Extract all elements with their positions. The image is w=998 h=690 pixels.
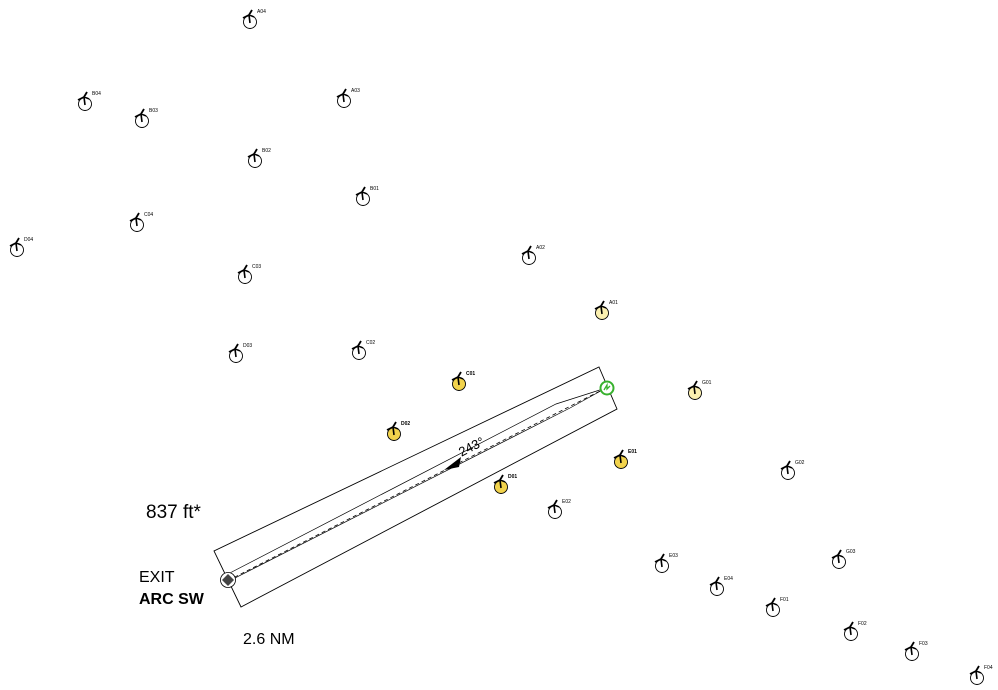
turbine-f01[interactable]: F01	[765, 597, 789, 617]
turbine-id-label: A02	[536, 245, 545, 251]
turbine-blades-icon	[654, 553, 667, 568]
turbine-blades-icon	[451, 371, 464, 386]
turbine-blades-icon	[336, 88, 349, 103]
turbine-id-label: C04	[144, 212, 153, 218]
turbine-id-label: F02	[858, 621, 867, 627]
track-centerline	[228, 387, 607, 581]
turbine-c04[interactable]: C04	[129, 212, 153, 232]
heading-arrow-icon	[444, 457, 461, 470]
turbine-id-label: F04	[984, 665, 993, 671]
turbine-e04[interactable]: E04	[709, 576, 733, 596]
turbine-id-label: E04	[724, 576, 733, 582]
turbine-id-label: A03	[351, 88, 360, 94]
turbine-a03[interactable]: A03	[336, 88, 360, 108]
turbine-d03[interactable]: D03	[228, 343, 252, 363]
turbine-id-label: G01	[702, 380, 712, 386]
turbine-c02[interactable]: C02	[351, 340, 375, 360]
turbine-b01[interactable]: B01	[355, 186, 379, 206]
turbine-id-label: C02	[366, 340, 375, 346]
turbine-blades-icon	[493, 474, 506, 489]
corridor-outline	[213, 366, 618, 608]
turbine-blades-icon	[831, 549, 844, 564]
turbine-id-label: A01	[609, 300, 618, 306]
turbine-f04[interactable]: F04	[969, 665, 993, 685]
turbine-blades-icon	[780, 460, 793, 475]
exit-label: EXIT	[139, 569, 175, 586]
turbine-id-label: C03	[252, 264, 261, 270]
turbine-blades-icon	[709, 576, 722, 591]
turbine-blades-icon	[687, 380, 700, 395]
turbine-blades-icon	[77, 91, 90, 106]
turbine-d02[interactable]: D02	[386, 421, 410, 441]
turbine-blades-icon	[521, 245, 534, 260]
turbine-id-label: E01	[628, 449, 637, 455]
turbine-blades-icon	[228, 343, 241, 358]
turbine-layer: A04 A03 B04 B03 B02 B01 C04 D04 C03 A02 A01 D03 C02 C…	[9, 9, 993, 685]
turbine-blades-icon	[247, 148, 260, 163]
turbine-blades-icon	[355, 186, 368, 201]
turbine-id-label: D02	[401, 421, 410, 427]
turbine-id-label: G03	[846, 549, 856, 555]
exit-point-icon[interactable]	[220, 572, 236, 588]
turbine-a01[interactable]: A01	[594, 300, 618, 320]
turbine-blades-icon	[351, 340, 364, 355]
turbine-id-label: F01	[780, 597, 789, 603]
turbine-g02[interactable]: G02	[780, 460, 805, 480]
turbine-blades-icon	[386, 421, 399, 436]
turbine-f02[interactable]: F02	[843, 621, 867, 641]
turbine-blades-icon	[242, 9, 255, 24]
turbine-f03[interactable]: F03	[904, 641, 928, 661]
turbine-blades-icon	[765, 597, 778, 612]
turbine-id-label: E02	[562, 499, 571, 505]
turbine-d04[interactable]: D04	[9, 237, 33, 257]
turbine-blades-icon	[613, 449, 626, 464]
turbine-id-label: B04	[92, 91, 101, 97]
turbine-g01[interactable]: G01	[687, 380, 712, 400]
turbine-blades-icon	[129, 212, 142, 227]
turbine-id-label: G02	[795, 460, 805, 466]
turbine-d01[interactable]: D01	[493, 474, 517, 494]
turbine-blades-icon	[594, 300, 607, 315]
turbine-c01[interactable]: C01	[451, 371, 475, 391]
turbine-id-label: B01	[370, 186, 379, 192]
turbine-a02[interactable]: A02	[521, 245, 545, 265]
turbine-blades-icon	[134, 108, 147, 123]
turbine-a04[interactable]: A04	[242, 9, 266, 29]
turbine-e03[interactable]: E03	[654, 553, 678, 573]
turbine-b04[interactable]: B04	[77, 91, 101, 111]
turbine-g03[interactable]: G03	[831, 549, 856, 569]
distance-label: 2.6 NM	[243, 631, 295, 648]
turbine-blades-icon	[843, 621, 856, 636]
turbine-id-label: D04	[24, 237, 33, 243]
turbine-blades-icon	[9, 237, 22, 252]
start-point-icon[interactable]	[599, 380, 615, 396]
turbine-blades-icon	[969, 665, 982, 680]
turbine-id-label: C01	[466, 371, 475, 377]
turbine-b03[interactable]: B03	[134, 108, 158, 128]
turbine-blades-icon	[904, 641, 917, 656]
corridor-length-label: 837 ft*	[146, 502, 201, 523]
turbine-b02[interactable]: B02	[247, 148, 271, 168]
turbine-id-label: B02	[262, 148, 271, 154]
turbine-blades-icon	[547, 499, 560, 514]
turbine-id-label: B03	[149, 108, 158, 114]
turbine-c03[interactable]: C03	[237, 264, 261, 284]
turbine-id-label: F03	[919, 641, 928, 647]
turbine-id-label: A04	[257, 9, 266, 15]
turbine-id-label: E03	[669, 553, 678, 559]
turbine-e02[interactable]: E02	[547, 499, 571, 519]
turbine-blades-icon	[237, 264, 250, 279]
turbine-id-label: D03	[243, 343, 252, 349]
exit-name-label: ARC SW	[139, 591, 204, 608]
turbine-id-label: D01	[508, 474, 517, 480]
turbine-e01[interactable]: E01	[613, 449, 637, 469]
